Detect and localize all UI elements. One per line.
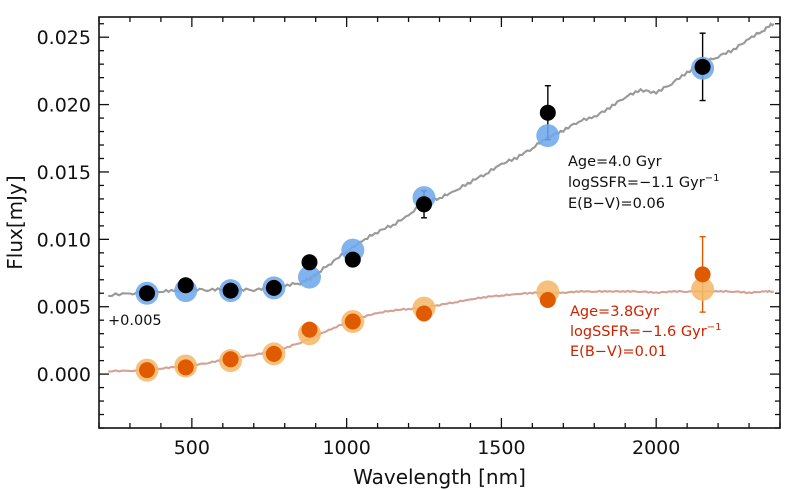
x-tick-label: 1000 [322, 437, 370, 459]
observed-series-1-point [301, 321, 318, 338]
spectrum-line-0 [108, 22, 775, 298]
observed-series-0-point [416, 196, 432, 213]
observed-series-0-point [344, 251, 361, 268]
observed-series-1-point [139, 362, 155, 379]
y-tick-label: 0.025 [37, 27, 91, 49]
offset-label: +0.005 [108, 313, 162, 329]
annotation-upper-line-2: E(B−V)=0.06 [568, 196, 665, 212]
observed-series-0-point [539, 104, 556, 121]
observed-series-0-point [177, 277, 194, 294]
observed-series-1-point [344, 313, 361, 330]
observed-series-1-point [177, 359, 194, 376]
observed-series-0-point [694, 58, 711, 75]
x-tick-label: 500 [174, 437, 210, 459]
observed-series-1-point [694, 266, 711, 283]
observed-series-0-point [265, 279, 282, 296]
annotation-upper-line-0: Age=4.0 Gyr [568, 154, 662, 170]
observed-series-1-point [416, 305, 432, 322]
y-tick-label: 0.015 [37, 162, 91, 184]
annotation-upper-line-1: logSSFR=−1.1 Gyr−1 [568, 173, 719, 191]
y-tick-label: 0.010 [37, 229, 91, 251]
model-series-0-point [536, 124, 560, 148]
observed-series-0-point [139, 285, 155, 302]
annotation-lower-line-2: E(B−V)=0.01 [570, 344, 667, 360]
x-tick-label: 1500 [477, 437, 525, 459]
x-tick-label: 2000 [632, 437, 680, 459]
x-axis-title: Wavelength [nm] [353, 465, 526, 489]
model-series-1-point [691, 277, 715, 301]
observed-series-1-point [539, 292, 556, 308]
observed-series-0-point [301, 254, 318, 271]
y-tick-label: 0.000 [37, 364, 91, 386]
spectra-layer [108, 22, 775, 373]
annotation-lower: Age=3.8Gyr logSSFR=−1.6 Gyr−1 E(B−V)=0.0… [570, 304, 721, 360]
y-tick-label: 0.005 [37, 297, 91, 319]
ticks-layer: 500 1000 1500 2000 0.000 0.005 0.010 0.015 0.020… [37, 17, 781, 459]
y-tick-label: 0.020 [37, 95, 91, 117]
observed-series-0-point [222, 282, 239, 299]
errorbar-layer [421, 32, 706, 313]
model-series-0-point [298, 265, 321, 289]
annotation-lower-line-0: Age=3.8Gyr [570, 304, 659, 320]
annotation-lower-line-1: logSSFR=−1.6 Gyr−1 [570, 322, 721, 340]
observed-series-1-point [222, 351, 239, 368]
points-layer [135, 56, 715, 382]
annotation-upper: Age=4.0 Gyr logSSFR=−1.1 Gyr−1 E(B−V)=0.… [568, 154, 719, 212]
observed-series-1-point [265, 345, 282, 362]
y-axis-title: Flux[mJy] [3, 175, 27, 269]
